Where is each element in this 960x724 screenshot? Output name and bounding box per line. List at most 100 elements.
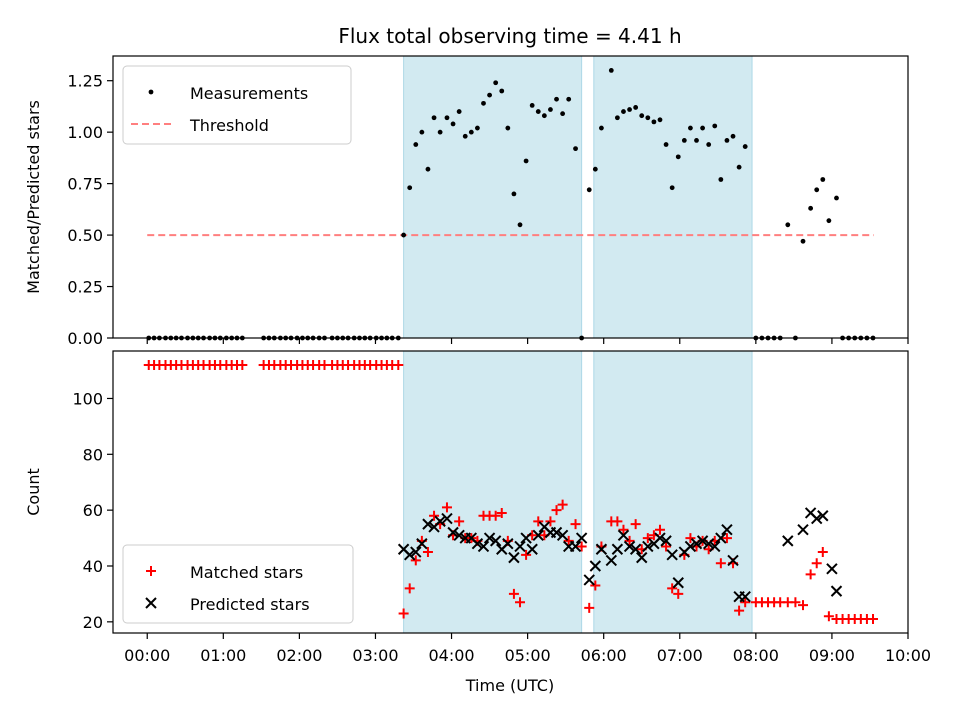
x-axis-label: Time (UTC)	[465, 676, 554, 695]
data-point	[688, 125, 693, 131]
data-point	[599, 125, 604, 131]
data-point	[483, 532, 496, 544]
data-point	[612, 516, 623, 527]
data-point	[489, 535, 502, 547]
data-point	[410, 555, 421, 566]
y-tick-label: 100	[72, 389, 103, 408]
x-tick-label: 06:00	[581, 646, 627, 665]
y-axis-label: Matched/Predicted stars	[24, 100, 43, 294]
data-point	[573, 146, 578, 152]
data-point	[590, 580, 601, 591]
data-point	[462, 133, 468, 139]
data-point	[548, 107, 553, 112]
data-point	[453, 529, 465, 541]
data-point	[785, 222, 791, 228]
data-point	[645, 115, 651, 121]
count-panel: 20 40 60 80 100 00:00 01:00 02:00 03:00 04:00 05:0…	[24, 350, 931, 665]
data-point	[798, 600, 809, 611]
x-tick-label: 03:00	[352, 646, 398, 665]
observing-window	[593, 55, 753, 339]
x-tick-label: 05:00	[505, 646, 551, 665]
data-point	[681, 137, 687, 143]
x-tick-label: 09:00	[809, 646, 855, 665]
data-point	[817, 510, 829, 522]
data-point	[595, 543, 608, 555]
legend-box	[122, 544, 354, 624]
data-point	[811, 558, 822, 569]
legend-label: Threshold	[189, 116, 269, 135]
x-tick-label: 02:00	[276, 646, 322, 665]
data-point	[718, 177, 724, 182]
data-point	[532, 529, 544, 541]
data-point	[611, 543, 624, 555]
data-point	[715, 558, 726, 569]
data-point	[696, 535, 709, 547]
data-point	[675, 154, 681, 160]
data-point	[623, 540, 636, 553]
data-point	[633, 105, 639, 110]
data-point	[706, 142, 712, 147]
data-point	[437, 129, 443, 135]
data-point	[499, 88, 505, 94]
data-point	[721, 523, 733, 536]
data-point	[550, 526, 563, 539]
data-point	[805, 569, 816, 580]
data-point	[661, 541, 672, 552]
data-point	[434, 515, 446, 528]
observing-window	[403, 55, 583, 339]
y-tick-label: 1.25	[67, 72, 103, 91]
data-point	[624, 535, 635, 546]
data-point	[454, 516, 465, 527]
data-point	[145, 597, 157, 609]
data-point	[517, 222, 523, 228]
data-point	[868, 614, 879, 625]
x-tick-label: 01:00	[200, 646, 246, 665]
data-point	[520, 532, 532, 544]
data-point	[715, 532, 727, 544]
data-point	[583, 574, 595, 586]
data-point	[441, 502, 452, 513]
data-point	[407, 185, 413, 191]
y-tick-label: 0.50	[67, 226, 103, 245]
data-point	[393, 359, 404, 370]
data-point	[557, 499, 568, 510]
data-point	[398, 608, 409, 619]
data-point	[413, 142, 419, 147]
data-point	[709, 540, 721, 553]
data-point	[605, 554, 618, 567]
data-point	[526, 543, 538, 555]
y-tick-label: 0.75	[67, 175, 103, 194]
x-tick-label: 00:00	[124, 646, 170, 665]
data-point	[651, 119, 657, 125]
x-tick-label: 10:00	[885, 646, 931, 665]
data-point	[502, 537, 514, 550]
y-tick-label: 0.00	[67, 329, 103, 348]
data-point	[642, 533, 653, 544]
data-point	[529, 103, 535, 108]
data-point	[800, 238, 806, 244]
data-point	[450, 121, 456, 127]
data-point	[586, 187, 592, 193]
plot-frame	[112, 55, 909, 339]
y-tick-label: 20	[83, 613, 103, 632]
data-point	[481, 100, 486, 106]
data-point	[514, 540, 526, 553]
data-point	[814, 187, 820, 193]
data-point	[614, 115, 620, 121]
data-point	[621, 109, 626, 114]
data-point	[690, 537, 703, 550]
data-point	[556, 529, 569, 541]
data-point	[639, 113, 645, 119]
data-point	[475, 125, 480, 131]
data-point	[694, 137, 699, 143]
data-point	[736, 164, 742, 170]
data-point	[511, 191, 517, 197]
data-point	[830, 585, 843, 597]
data-point	[444, 115, 450, 121]
data-point	[146, 566, 156, 576]
data-point	[673, 588, 684, 599]
data-point	[724, 137, 730, 143]
data-point	[570, 519, 581, 530]
data-point	[566, 96, 572, 102]
y-tick-label: 80	[83, 445, 103, 464]
